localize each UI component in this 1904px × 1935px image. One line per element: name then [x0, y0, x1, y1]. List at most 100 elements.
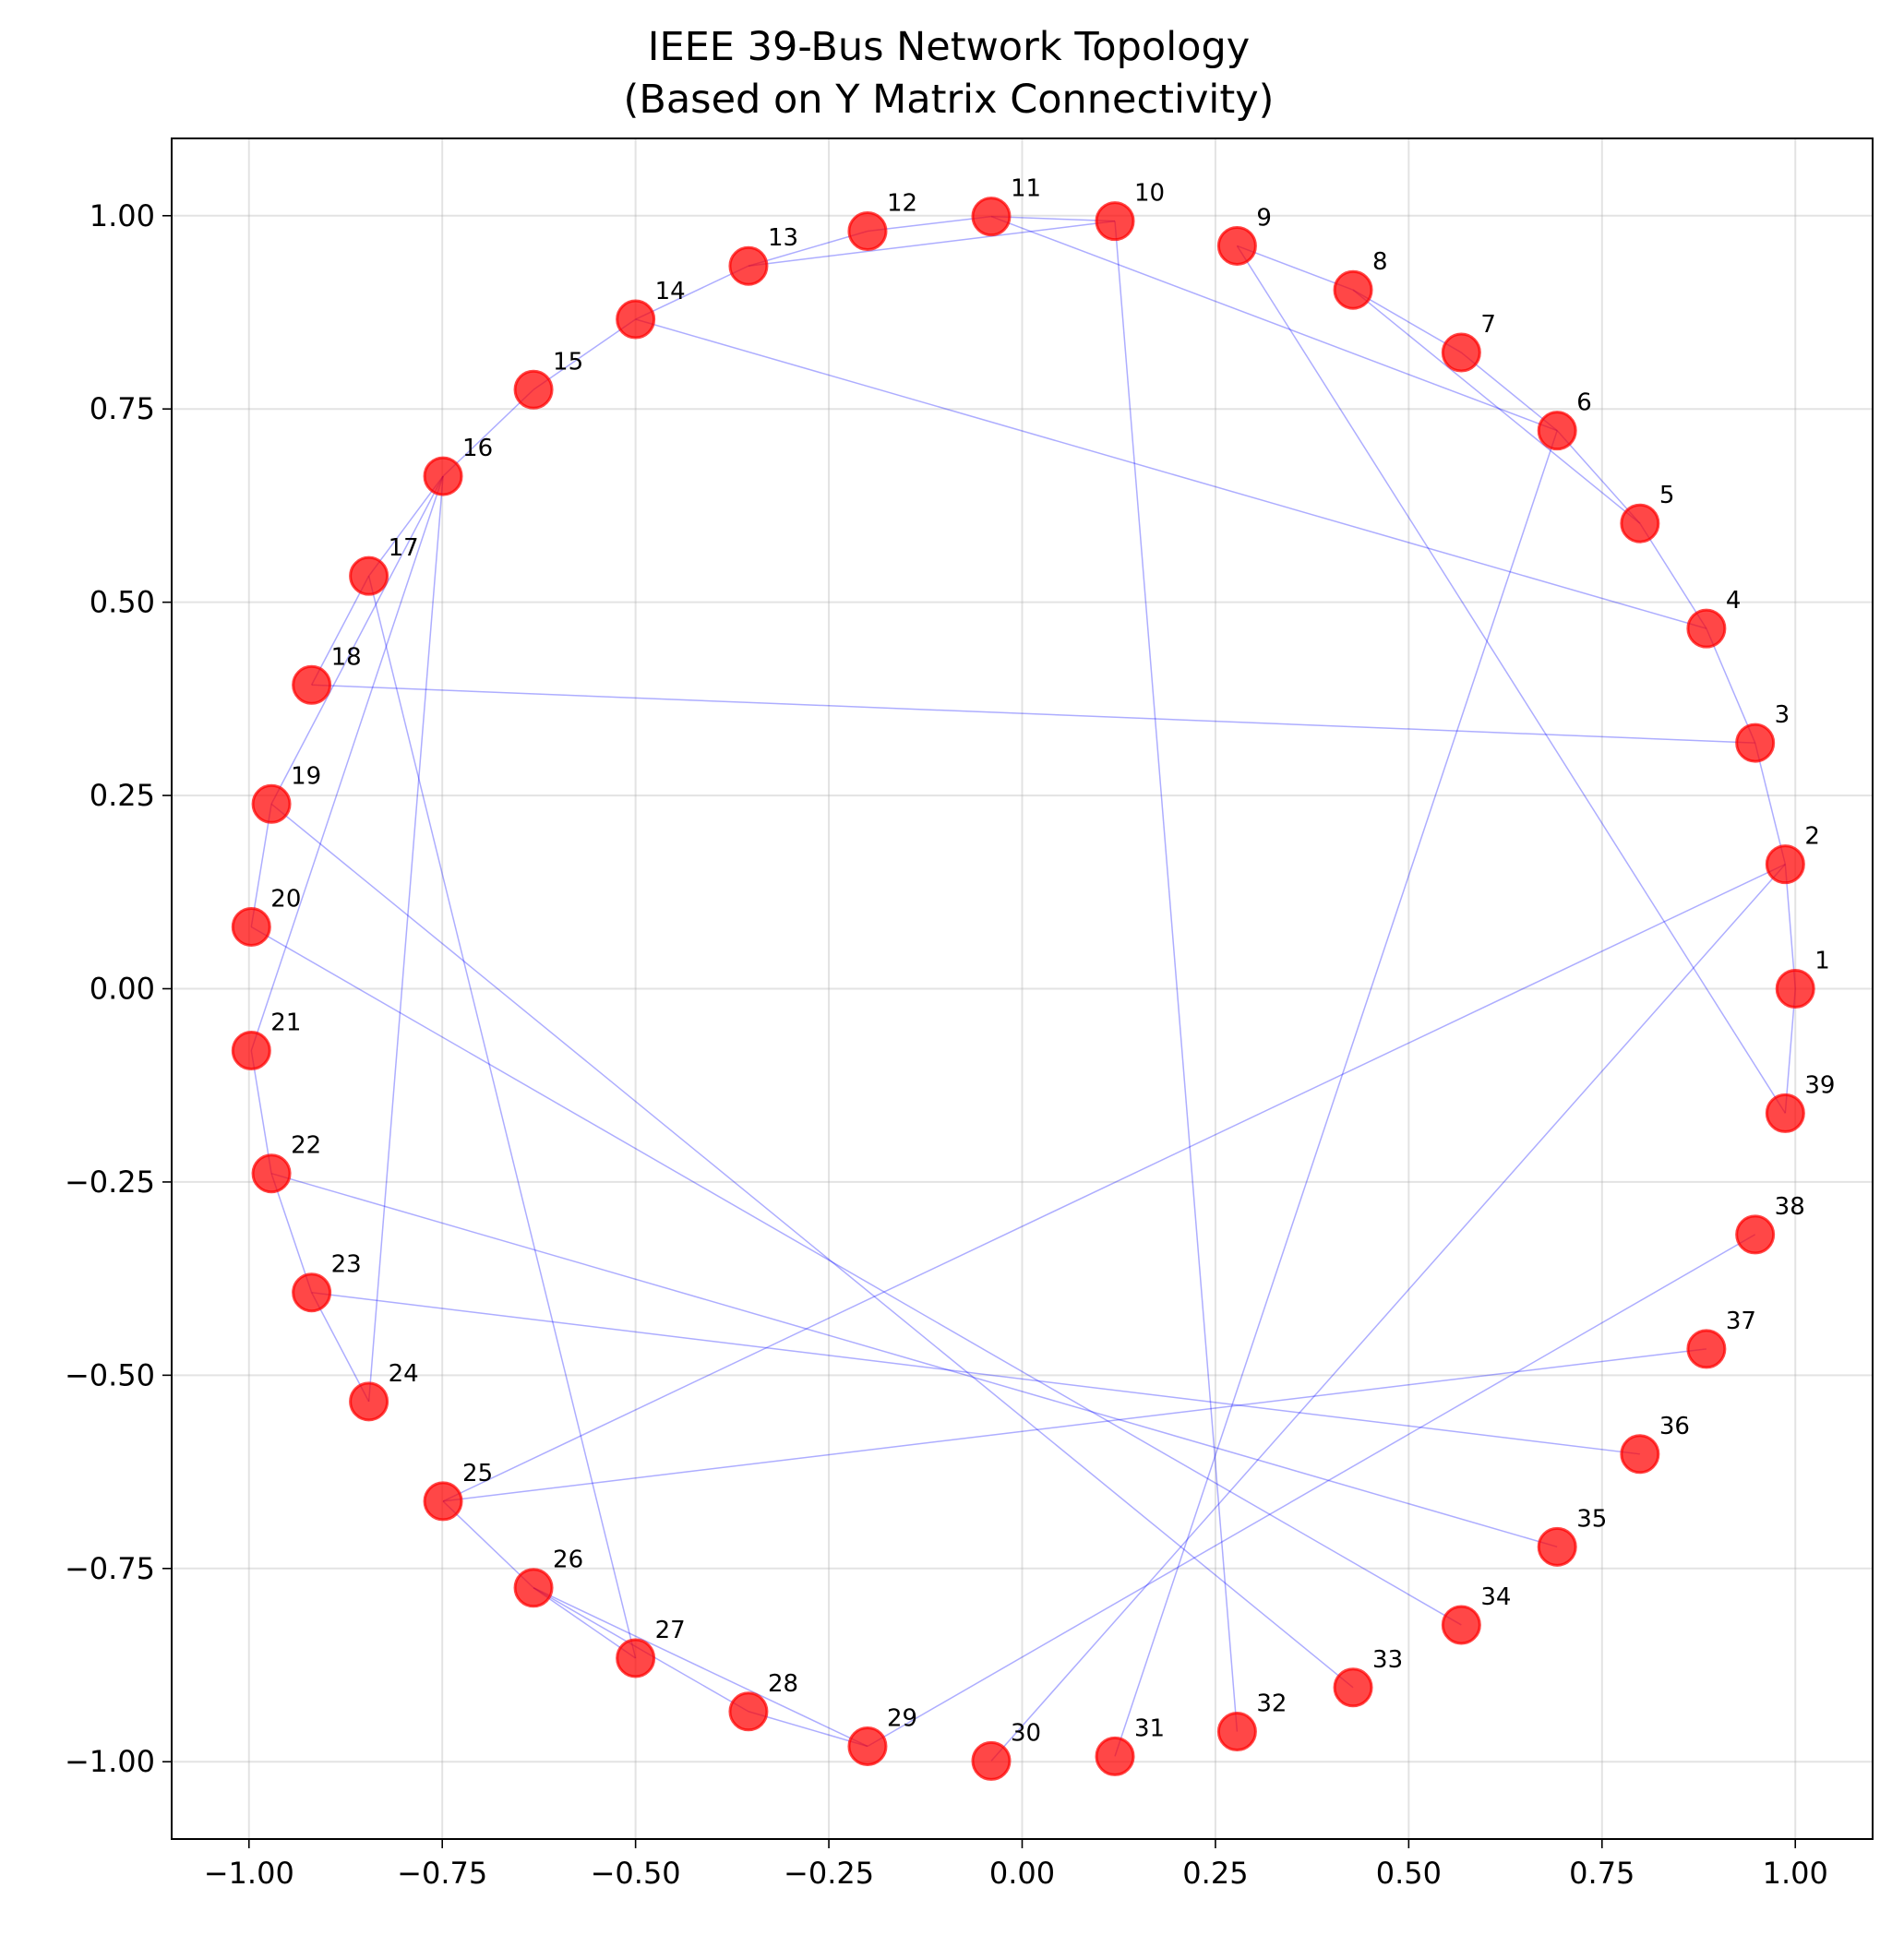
bus-node [513, 1568, 554, 1608]
edge-line [748, 230, 868, 267]
bus-label: 1 [1814, 948, 1830, 975]
bus-label: 23 [331, 1251, 362, 1279]
bus-label: 21 [270, 1009, 301, 1037]
bus-label: 39 [1804, 1071, 1835, 1099]
bus-label: 14 [655, 278, 686, 305]
edge-line [1706, 627, 1756, 744]
edge-line [1639, 522, 1707, 629]
edge-line [990, 215, 1116, 222]
bus-label: 28 [768, 1670, 798, 1698]
edge-lines [250, 215, 1796, 1762]
y-tick-label: 1.00 [90, 198, 155, 233]
x-tick-label: 0.25 [1182, 1856, 1248, 1891]
edge-line [990, 215, 1558, 432]
bus-label: 27 [655, 1617, 686, 1644]
bus-label: 6 [1576, 389, 1592, 417]
edge-line [442, 388, 534, 477]
edge-line [1754, 742, 1787, 865]
bus-node [1095, 201, 1135, 242]
edge-line [1352, 289, 1641, 524]
bus-node [1620, 503, 1660, 543]
y-tick-label: −1.00 [65, 1744, 155, 1779]
edge-line [1236, 245, 1786, 1114]
chart-title-line-1: IEEE 39-Bus Network Topology [648, 24, 1250, 70]
y-tick-label: 0.75 [90, 391, 155, 426]
bus-label: 3 [1775, 701, 1790, 729]
bus-node [513, 369, 554, 410]
edge-line [533, 1587, 637, 1659]
bus-node [847, 211, 888, 252]
bus-nodes [231, 197, 1815, 1781]
bus-node [1686, 608, 1727, 649]
bus-label: 33 [1372, 1646, 1403, 1674]
edge-line [367, 575, 637, 1659]
bus-label: 15 [553, 348, 583, 376]
edge-line [311, 684, 1755, 744]
bus-label: 36 [1659, 1413, 1690, 1440]
edge-line [1460, 352, 1558, 432]
edge-line [748, 220, 1116, 267]
bus-node [1735, 1214, 1776, 1255]
edge-line [990, 864, 1786, 1762]
bus-label: 17 [389, 534, 419, 562]
edge-line [270, 1172, 1558, 1548]
edge-line [310, 575, 370, 686]
bus-node [1216, 1712, 1257, 1752]
bus-label: 38 [1775, 1193, 1805, 1221]
grid-lines [172, 138, 1873, 1839]
bus-label: 22 [291, 1132, 321, 1160]
bus-label: 8 [1372, 248, 1388, 276]
bus-node [971, 197, 1012, 237]
bus-node [728, 1691, 769, 1732]
bus-node [1333, 269, 1373, 310]
bus-label: 25 [462, 1460, 493, 1487]
bus-node [349, 1381, 389, 1422]
bus-label: 30 [1011, 1719, 1041, 1747]
bus-label: 34 [1480, 1583, 1511, 1611]
edge-line [533, 1587, 868, 1748]
edge-line [1237, 245, 1354, 291]
bus-node [1735, 723, 1776, 763]
edge-line [270, 1173, 313, 1293]
y-tick-label: −0.50 [65, 1357, 155, 1392]
bus-labels: 1234567891011121314151617181920212223242… [270, 175, 1835, 1748]
bus-label: 16 [462, 435, 493, 462]
axis-ticks: −1.00 −0.75 −0.50 −0.25 0.00 0.25 0.50 0.75 1.00… [65, 198, 1828, 1891]
edge-line [867, 215, 992, 233]
x-tick-label: 0.50 [1376, 1856, 1442, 1891]
edge-line [250, 926, 1462, 1626]
bus-label: 5 [1659, 482, 1675, 509]
bus-node [971, 1740, 1012, 1781]
bus-node [1537, 1526, 1577, 1567]
y-tick-label: −0.75 [65, 1551, 155, 1586]
bus-node [251, 1153, 292, 1194]
bus-label: 26 [553, 1547, 583, 1574]
bus-node [1216, 225, 1257, 266]
bus-node [847, 1726, 888, 1766]
bus-node [1441, 332, 1481, 373]
bus-node [1765, 1093, 1805, 1133]
bus-label: 11 [1011, 175, 1041, 203]
x-tick-label: 0.75 [1569, 1856, 1635, 1891]
bus-node [1620, 1434, 1660, 1475]
x-tick-label: −0.75 [397, 1856, 487, 1891]
edge-line [270, 475, 444, 805]
bus-label: 20 [270, 885, 301, 913]
bus-label: 12 [887, 190, 917, 218]
bus-node [251, 783, 292, 824]
edge-line [867, 1234, 1756, 1748]
bus-label: 31 [1134, 1714, 1165, 1742]
edge-line [1352, 289, 1462, 353]
edge-line [311, 1291, 1640, 1455]
x-tick-label: 1.00 [1763, 1856, 1828, 1891]
edge-line [310, 1292, 370, 1403]
bus-node [1095, 1736, 1135, 1776]
bus-label: 4 [1726, 587, 1742, 615]
bus-label: 7 [1480, 311, 1496, 339]
edge-line [1114, 430, 1558, 1757]
bus-node [1775, 969, 1815, 1009]
bus-label: 19 [291, 762, 321, 790]
bus-label: 29 [887, 1704, 917, 1732]
bus-label: 9 [1256, 204, 1272, 232]
